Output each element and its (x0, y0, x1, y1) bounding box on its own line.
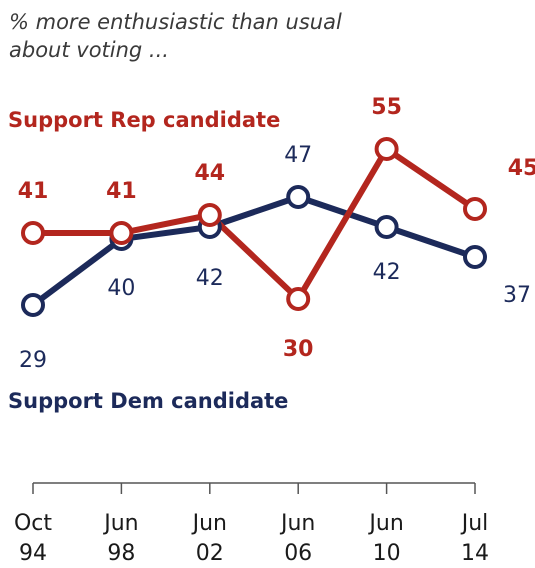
series-line-rep (30, 146, 478, 302)
series-markers (21, 137, 487, 317)
data-label-rep: 55 (371, 95, 402, 120)
data-label-dem: 42 (196, 266, 224, 291)
series-marker-rep (463, 197, 487, 221)
series-marker-dem (374, 215, 399, 239)
series-marker-rep (21, 221, 45, 245)
x-tick-label-line1: Jun (367, 511, 403, 536)
x-tick-label-line2: 02 (196, 541, 224, 566)
x-tick-label-line1: Jun (279, 511, 315, 536)
series-marker-dem (21, 293, 45, 317)
x-tick-label-line2: 94 (19, 541, 47, 566)
subtitle-line-1: % more enthusiastic than usual (9, 10, 342, 34)
series-marker-dem (463, 245, 487, 269)
data-label-dem: 37 (503, 283, 531, 308)
series-marker-rep (286, 287, 311, 311)
chart-subtitle: % more enthusiastic than usual about vot… (9, 8, 489, 64)
data-label-dem: 40 (107, 276, 135, 301)
legend-rep-label: Support Rep candidate (8, 108, 280, 132)
x-tick-label-line1: Oct (14, 511, 52, 536)
data-label-dem: 29 (19, 348, 47, 373)
data-label-dem: 42 (373, 260, 401, 285)
series-marker-dem (286, 185, 311, 209)
series-marker-rep (374, 137, 399, 161)
x-tick-label-line2: 98 (107, 541, 135, 566)
data-label-rep: 45 (508, 156, 535, 181)
series-data-labels: 41 41 44 30 55 45 29 40 42 47 42 37 (18, 95, 535, 373)
x-tick-label-line2: 06 (284, 541, 312, 566)
x-tick-label-line1: Jul (460, 511, 489, 536)
series-marker-rep (109, 221, 134, 245)
subtitle-line-2: about voting ... (9, 38, 169, 62)
data-label-rep: 30 (283, 337, 314, 362)
data-label-rep: 41 (18, 179, 49, 204)
x-tick-label-line1: Jun (191, 511, 227, 536)
x-tick-label-line2: 14 (461, 541, 489, 566)
series-lines (30, 146, 478, 308)
data-label-rep: 44 (194, 161, 225, 186)
x-tick-label-line1: Jun (102, 511, 138, 536)
x-axis: Oct 94 Jun 98 Jun 02 Jun 06 Jun 10 Jul 14 (14, 482, 489, 566)
series-line-dem (30, 194, 478, 308)
series-marker-rep (197, 203, 222, 227)
legend-dem-label: Support Dem candidate (8, 389, 288, 413)
x-tick-label-line2: 10 (373, 541, 401, 566)
data-label-dem: 47 (284, 143, 312, 168)
data-label-rep: 41 (106, 179, 137, 204)
